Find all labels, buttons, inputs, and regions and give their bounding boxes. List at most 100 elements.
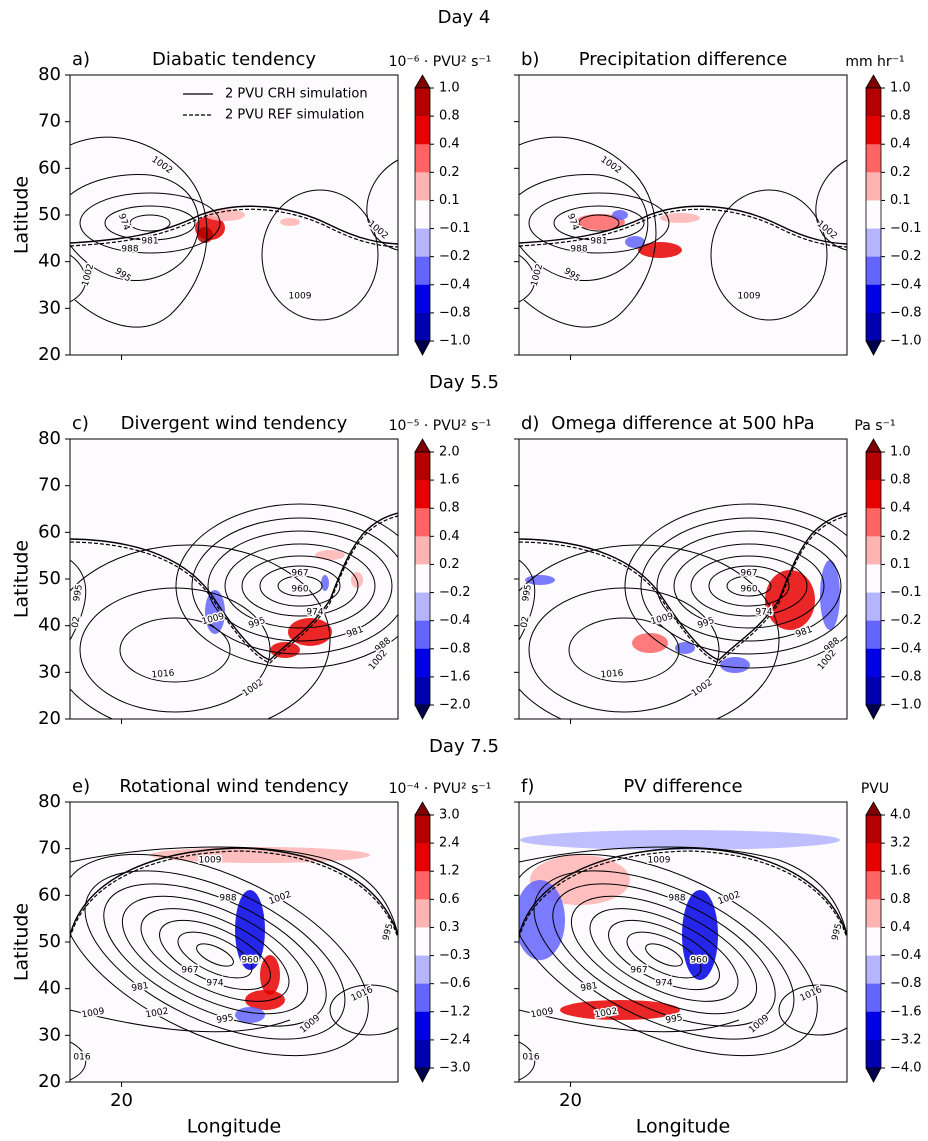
colorbar-band [415,144,430,173]
colorbar-frame [414,451,431,706]
pressure-contour [119,617,231,683]
pressure-contour [528,192,670,254]
colorbar-tick-label: 0.1 [890,557,911,572]
pressure-contour [224,543,376,629]
pressure-contour [129,214,171,232]
colorbar-tick-label: 1.0 [890,445,911,460]
anomaly-region [638,242,682,258]
pvu-line-ref [70,208,398,248]
colorbar-band [866,172,881,201]
contour-label: 995 [521,584,534,603]
colorbar-tick-label: −0.8 [890,305,922,320]
y-tick-label: 20 [38,708,61,729]
panel-label: e) [72,776,90,797]
y-tick-label: 40 [38,251,61,272]
colorbar-tick-label: 0.2 [439,165,460,180]
pvu-line-crh [519,205,847,245]
pressure-contour [79,587,271,713]
colorbar-tick-label: −0.1 [890,585,922,600]
anomaly-region [280,218,300,226]
y-tick-label: 30 [38,1024,61,1045]
anomaly-region [321,575,329,591]
panel-label: a) [72,49,90,70]
pvu-line-crh [70,847,398,936]
x-tick-label: 20 [559,1090,582,1111]
panel-label: d) [521,413,539,434]
colorbar-band [866,200,881,230]
colorbar-label: mm hr⁻¹ [845,54,904,70]
contour-label: 988 [121,245,138,255]
panel-label: c) [72,413,89,434]
colorbar-tick-label: 1.6 [890,864,911,879]
contour-label: 1009 [289,292,312,302]
pressure-contour [70,853,369,1057]
y-tick-label: 50 [38,568,61,589]
colorbar-tick-label: −0.3 [439,948,471,963]
contour-label: 1009 [738,292,761,302]
contour-label: 981 [131,981,150,994]
colorbar-tick-label: −1.6 [439,669,471,684]
colorbar-band [866,312,881,342]
pressure-contour [528,587,720,713]
pressure-contour [656,530,842,642]
y-tick-label: 50 [38,204,61,225]
contour-label: 960 [690,956,707,966]
plot-background [70,439,398,719]
colorbar-tick-label: 0.4 [890,501,911,516]
colorbar-frame [865,87,882,342]
colorbar-band [415,1011,430,1041]
y-tick-label: 70 [38,838,61,859]
colorbar-band [866,284,881,314]
pressure-contour [140,908,290,1002]
y-tick-label: 70 [38,111,61,132]
pressure-contour [70,559,87,641]
colorbar-tick-label: −0.2 [439,585,471,600]
panel-title: Rotational wind tendency [119,776,349,797]
pvu-line-crh [70,205,398,245]
colorbar-band [415,284,430,314]
colorbar-extend [865,801,882,816]
contour-label: 988 [219,894,236,904]
contour-label: 974 [206,979,223,989]
colorbar-band [415,200,430,230]
anomaly-region [575,214,625,230]
pvu-line-ref [519,850,847,939]
colorbar-band [415,843,430,872]
anomaly-region [197,227,213,243]
colorbar-tick-label: 1.0 [890,81,911,96]
pressure-contour [570,895,758,1015]
colorbar-band [866,899,881,928]
colorbar-label: 10⁻⁵ · PVU² s⁻¹ [389,418,492,434]
y-tick-label: 80 [38,428,61,449]
contour-label: 981 [141,237,158,247]
colorbar-extend [865,438,882,453]
colorbar-band [866,815,881,844]
plot-background [70,802,398,1082]
anomaly-region [150,847,370,863]
y-tick-label: 40 [38,615,61,636]
pressure-contour [578,214,620,232]
anomaly-region [675,642,695,654]
colorbar-band [415,815,430,844]
pressure-contour [191,517,398,655]
anomaly-region [632,633,668,653]
pressure-contour [175,503,398,669]
anomaly-region [288,618,332,646]
colorbar-tick-label: −0.8 [439,641,471,656]
pvu-line-ref [519,515,847,664]
colorbar-band [866,228,881,258]
colorbar-tick-label: 2.4 [439,836,460,851]
contour-label: 967 [630,966,647,976]
colorbar-tick-label: 0.2 [890,165,911,180]
colorbar-band [866,480,881,509]
colorbar-band [415,256,430,286]
colorbar-band [415,1039,430,1069]
colorbar-tick-label: −2.4 [439,1032,471,1047]
colorbar-tick-label: −0.4 [439,277,471,292]
contour-label: 981 [580,981,599,994]
colorbar-band [866,564,881,594]
contour-label: 995 [216,1013,235,1026]
